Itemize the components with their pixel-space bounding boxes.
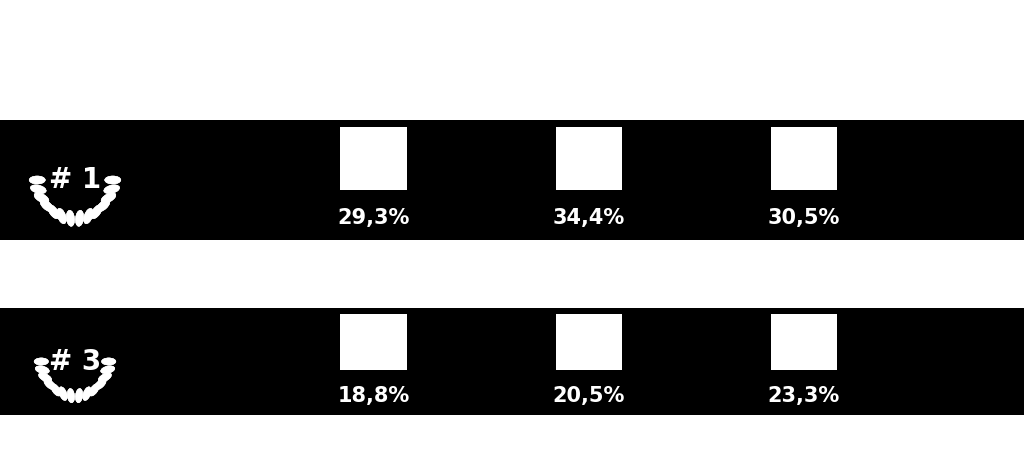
Ellipse shape bbox=[67, 210, 75, 226]
Ellipse shape bbox=[34, 193, 49, 203]
Ellipse shape bbox=[96, 200, 110, 212]
Ellipse shape bbox=[48, 205, 59, 219]
Ellipse shape bbox=[44, 379, 55, 390]
Ellipse shape bbox=[100, 366, 115, 373]
Ellipse shape bbox=[103, 185, 120, 194]
Ellipse shape bbox=[101, 358, 116, 365]
Ellipse shape bbox=[83, 387, 91, 401]
Ellipse shape bbox=[35, 366, 49, 373]
Ellipse shape bbox=[31, 185, 46, 194]
Bar bbox=[555, 127, 622, 189]
Ellipse shape bbox=[29, 176, 45, 184]
Ellipse shape bbox=[29, 176, 45, 184]
Ellipse shape bbox=[34, 358, 48, 365]
Ellipse shape bbox=[96, 200, 110, 212]
Ellipse shape bbox=[40, 200, 53, 212]
Ellipse shape bbox=[34, 193, 49, 203]
Text: 29,3%: 29,3% bbox=[338, 208, 410, 228]
Ellipse shape bbox=[58, 387, 68, 401]
Ellipse shape bbox=[57, 208, 67, 224]
Ellipse shape bbox=[104, 176, 121, 184]
Ellipse shape bbox=[76, 210, 84, 226]
Ellipse shape bbox=[94, 379, 106, 390]
Ellipse shape bbox=[40, 200, 53, 212]
Bar bbox=[340, 127, 408, 189]
Ellipse shape bbox=[67, 210, 75, 226]
Ellipse shape bbox=[39, 373, 52, 382]
Ellipse shape bbox=[83, 387, 91, 401]
Ellipse shape bbox=[101, 193, 116, 203]
Ellipse shape bbox=[68, 389, 75, 403]
Text: # 1: # 1 bbox=[49, 166, 101, 194]
Ellipse shape bbox=[57, 208, 67, 224]
Text: 34,4%: 34,4% bbox=[553, 208, 625, 228]
Ellipse shape bbox=[101, 193, 116, 203]
Ellipse shape bbox=[101, 358, 116, 365]
Bar bbox=[771, 314, 838, 370]
Ellipse shape bbox=[98, 373, 112, 382]
Text: 20,5%: 20,5% bbox=[553, 386, 625, 406]
Text: # 3: # 3 bbox=[49, 348, 101, 376]
Ellipse shape bbox=[58, 387, 68, 401]
Ellipse shape bbox=[48, 205, 59, 219]
Ellipse shape bbox=[89, 384, 99, 396]
Ellipse shape bbox=[34, 358, 48, 365]
Ellipse shape bbox=[84, 208, 93, 224]
Text: 18,8%: 18,8% bbox=[338, 386, 410, 406]
Ellipse shape bbox=[104, 176, 121, 184]
Ellipse shape bbox=[103, 185, 120, 194]
Text: 23,3%: 23,3% bbox=[768, 386, 840, 406]
Ellipse shape bbox=[76, 210, 84, 226]
Ellipse shape bbox=[51, 384, 60, 396]
Ellipse shape bbox=[35, 366, 49, 373]
Ellipse shape bbox=[100, 366, 115, 373]
Ellipse shape bbox=[39, 373, 52, 382]
Ellipse shape bbox=[84, 208, 93, 224]
Ellipse shape bbox=[98, 373, 112, 382]
Bar bbox=[340, 314, 408, 370]
Ellipse shape bbox=[76, 389, 83, 403]
Bar bbox=[771, 127, 838, 189]
Text: 30,5%: 30,5% bbox=[768, 208, 840, 228]
Ellipse shape bbox=[91, 205, 102, 219]
Ellipse shape bbox=[51, 384, 60, 396]
Ellipse shape bbox=[94, 379, 106, 390]
Ellipse shape bbox=[31, 185, 46, 194]
Bar bbox=[555, 314, 622, 370]
Ellipse shape bbox=[91, 205, 102, 219]
Ellipse shape bbox=[89, 384, 99, 396]
Bar bbox=[0, 308, 1024, 415]
Ellipse shape bbox=[44, 379, 55, 390]
Bar bbox=[0, 120, 1024, 240]
Ellipse shape bbox=[68, 389, 75, 403]
Ellipse shape bbox=[76, 389, 83, 403]
